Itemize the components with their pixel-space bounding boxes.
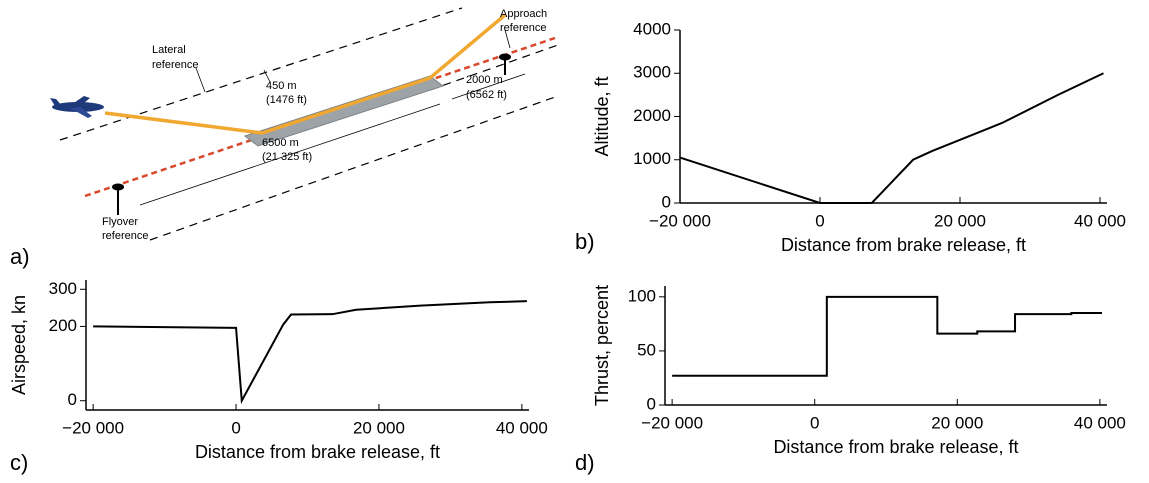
y-tick-label: 100 [628, 286, 656, 305]
label-line: 2000 m [466, 74, 503, 86]
x-tick-label: 20 000 [931, 413, 983, 432]
label-line: reference [102, 230, 148, 242]
label-line: (1476 ft) [266, 94, 307, 106]
boundary-line [429, 44, 559, 91]
x-tick-label: 40 000 [1074, 413, 1126, 432]
y-tick-label: 0 [662, 192, 671, 211]
label-line: 450 m [266, 80, 297, 92]
y-tick-label: 200 [49, 316, 77, 335]
x-tick-label: 40 000 [496, 418, 548, 437]
label-line: 6500 m [262, 137, 299, 149]
y-tick-label: 0 [68, 390, 77, 409]
x-tick-label: 20 000 [934, 211, 986, 230]
flyover-marker [112, 183, 124, 191]
x-tick-label: 0 [815, 211, 824, 230]
runway [243, 75, 445, 147]
x-tick-label: −20 000 [649, 211, 711, 230]
y-axis-label: Altitude, ft [592, 76, 612, 156]
flight-path [104, 13, 507, 135]
x-tick-label: 40 000 [1074, 211, 1126, 230]
y-tick-label: 2000 [633, 106, 671, 125]
panel-label: b) [575, 229, 595, 254]
data-line [672, 295, 1103, 377]
panel-label: a) [10, 244, 30, 269]
diagram: Lateral reference Approach reference Fly… [10, 7, 559, 269]
x-tick-label: 0 [231, 418, 240, 437]
y-tick-label: 0 [647, 394, 656, 413]
dimension-line [451, 73, 526, 100]
label-line: reference [152, 59, 198, 71]
panel-label: c) [10, 450, 28, 475]
y-tick-label: 50 [637, 340, 656, 359]
x-axis-label: Distance from brake release, ft [773, 437, 1018, 457]
data-line [679, 72, 1104, 204]
panel-label: d) [575, 450, 595, 475]
data-line [93, 300, 527, 405]
label-line: (6562 ft) [466, 89, 507, 101]
boundary-line [59, 7, 463, 141]
airplane [50, 96, 104, 118]
x-axis-label: Distance from brake release, ft [195, 442, 440, 462]
y-tick-label: 3000 [633, 63, 671, 82]
centerline [84, 36, 556, 198]
x-tick-label: −20 000 [641, 413, 703, 432]
dimension-line [139, 103, 441, 206]
y-axis-label: Airspeed, kn [9, 295, 29, 395]
label-line: Approach [500, 8, 547, 20]
x-tick-label: 0 [810, 413, 819, 432]
dimension-line [263, 69, 271, 83]
leader-line [195, 67, 206, 93]
boundary-line [149, 95, 559, 241]
y-tick-label: 300 [49, 279, 77, 298]
y-tick-label: 4000 [633, 19, 671, 38]
x-tick-label: −20 000 [62, 418, 124, 437]
label-line: Lateral [152, 44, 186, 56]
x-tick-label: 20 000 [353, 418, 405, 437]
label-line: (21 325 ft) [262, 151, 312, 163]
leader-line [504, 29, 511, 49]
approach-marker [499, 53, 511, 61]
y-tick-label: 1000 [633, 149, 671, 168]
label-line: reference [500, 22, 546, 34]
x-axis-label: Distance from brake release, ft [781, 235, 1026, 255]
label-line: Flyover [102, 216, 138, 228]
y-axis-label: Thrust, percent [592, 285, 612, 406]
